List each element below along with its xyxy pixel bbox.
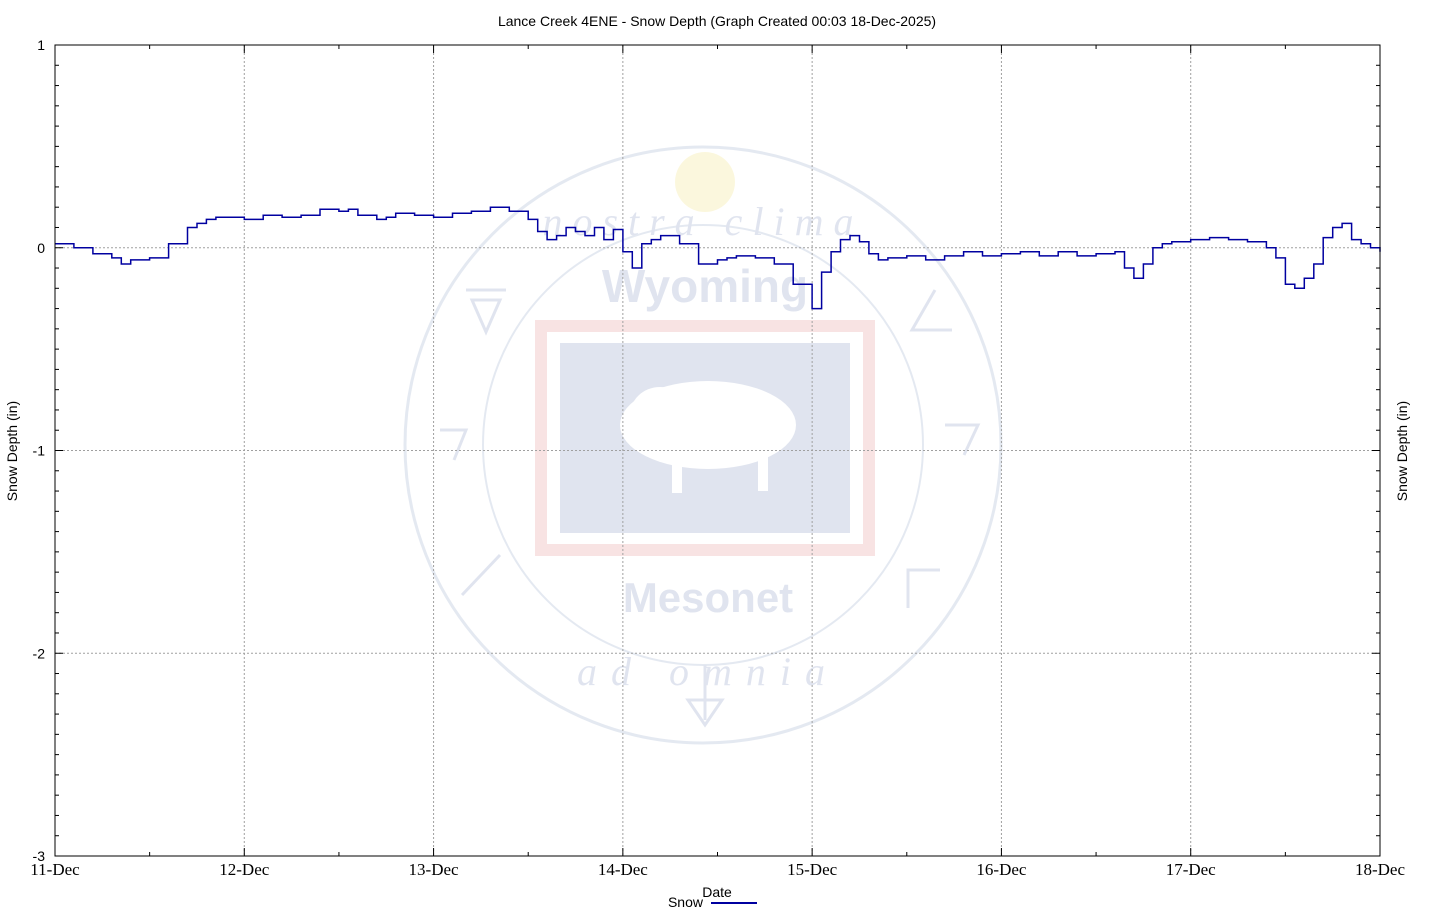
series-line-snow — [55, 206, 1381, 310]
watermark-flag-border — [535, 320, 875, 556]
y-axis-label: Snow Depth (in) — [4, 401, 20, 501]
watermark-bison-icon — [620, 381, 796, 493]
x-axis-label: Date — [702, 884, 732, 900]
x-tick-label: 11-Dec — [30, 860, 80, 879]
watermark-bottom-text: ad omnia — [577, 649, 839, 694]
plot-frame — [54, 44, 1381, 857]
mesonet-watermark: nostra clima Wyoming Mesonet ad omnia — [403, 145, 1003, 745]
watermark-flag-white — [547, 332, 863, 544]
y-tick-label: -2 — [33, 645, 46, 661]
x-tick-label: 16-Dec — [976, 860, 1026, 879]
y-tick-label: 1 — [37, 37, 45, 53]
series-layer — [55, 206, 1381, 310]
watermark-inner-ring — [482, 224, 924, 666]
y-tick-label: -1 — [33, 443, 46, 459]
y-tick-label: -3 — [33, 848, 46, 864]
x-tick-label: 15-Dec — [787, 860, 837, 879]
y-axis-label-right: Snow Depth (in) — [1394, 401, 1410, 501]
chart-title: Lance Creek 4ENE - Snow Depth (Graph Cre… — [498, 13, 936, 29]
watermark-brand-bottom: Mesonet — [623, 574, 793, 621]
x-tick-label: 14-Dec — [598, 860, 648, 879]
x-tick-label: 13-Dec — [409, 860, 459, 879]
x-tick-label: 18-Dec — [1355, 860, 1405, 879]
legend-label: Snow — [668, 894, 704, 910]
x-tick-label: 17-Dec — [1166, 860, 1216, 879]
x-tick-labels: 11-Dec 12-Dec 13-Dec 14-Dec 15-Dec 16-Dec 17-D… — [30, 860, 1405, 879]
watermark-side-symbols — [440, 288, 981, 728]
y-tick-labels: 1 0 -1 -2 -3 — [33, 37, 46, 864]
watermark-sun-icon — [675, 152, 735, 212]
watermark-flag-blue — [560, 343, 850, 533]
y-tick-label: 0 — [37, 240, 45, 256]
legend: Snow — [668, 894, 757, 910]
x-tick-label: 12-Dec — [219, 860, 269, 879]
watermark-top-text: nostra clima — [542, 199, 863, 244]
